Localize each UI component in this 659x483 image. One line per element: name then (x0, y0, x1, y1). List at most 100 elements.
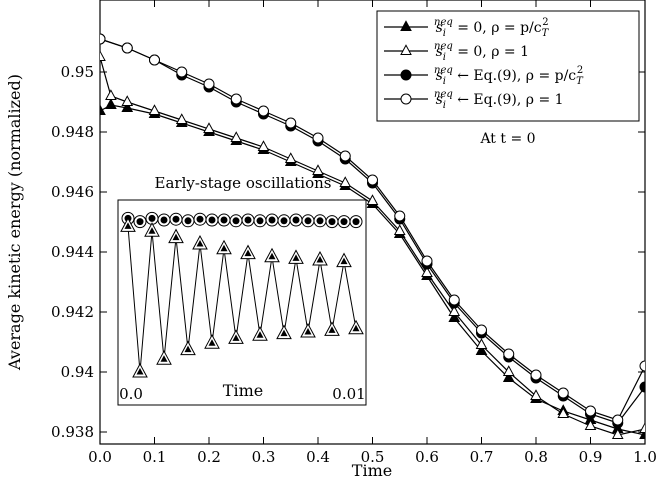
data-point (121, 42, 133, 54)
x-tick-label: 0.5 (361, 448, 385, 466)
data-point (366, 194, 379, 205)
series-1 (100, 50, 645, 439)
data-point (284, 152, 297, 163)
data-point (285, 117, 297, 129)
inset-title: Early-stage oscillations (155, 174, 332, 192)
data-point (175, 113, 188, 124)
data-point (149, 54, 160, 66)
inset-layer (120, 211, 364, 378)
y-tick-label: 0.95 (61, 63, 94, 81)
legend-box (376, 10, 640, 122)
data-point (339, 150, 351, 162)
data-point (257, 140, 270, 151)
inset-point-inner (208, 339, 216, 346)
y-axis-ticks: 0.938 0.94 0.942 0.944 0.946 0.948 0.95 (51, 63, 645, 441)
x-tick-label: 0.9 (579, 448, 603, 466)
y-tick-label: 0.938 (51, 423, 94, 441)
x-tick-label: 0.6 (415, 448, 439, 466)
inset-line (127, 226, 357, 373)
inset-point-inner (184, 345, 192, 353)
inset-point-inner (352, 324, 360, 332)
legend-marker (400, 69, 412, 81)
inset-point-inner (136, 218, 144, 226)
data-point (557, 407, 570, 418)
inset-point-inner (328, 218, 336, 226)
inset-point-inner (256, 217, 264, 225)
data-point (105, 89, 117, 100)
inset-x-tick-start: 0.0 (119, 385, 143, 403)
data-point (639, 360, 645, 372)
x-tick-label: 0.1 (143, 448, 167, 466)
inset-point-inner (316, 217, 324, 225)
data-point (176, 66, 188, 78)
legend-marker (400, 20, 412, 31)
data-point (394, 210, 406, 222)
data-point (421, 255, 433, 267)
inset-frame (117, 199, 367, 406)
inset-point-inner (220, 216, 228, 224)
legend-label: sineq ← Eq.(9), ρ = p/cT2 (434, 65, 584, 87)
inset-x-axis-title: Time (223, 381, 263, 400)
legend-label: sineq = 0, ρ = p/cT2 (434, 17, 550, 39)
inset-point-inner (316, 256, 324, 263)
inset-point-inner (340, 218, 348, 226)
inset-point-inner (268, 216, 276, 224)
inset-series-0 (121, 211, 363, 229)
data-point (502, 365, 515, 376)
data-point (367, 174, 378, 186)
series-3 (100, 33, 645, 426)
inset-point-inner (196, 240, 204, 247)
data-point (611, 428, 624, 439)
data-point (475, 338, 488, 349)
data-point (421, 266, 433, 277)
data-point (203, 122, 215, 133)
inset-point-inner (304, 217, 312, 225)
y-tick-label: 0.944 (51, 243, 94, 261)
data-point (339, 176, 352, 187)
data-point (148, 104, 161, 115)
inset-point-inner (232, 334, 240, 341)
inset-point-inner (280, 329, 288, 337)
data-point (475, 344, 488, 355)
inset-point-inner (148, 227, 156, 234)
legend-label: sineq = 0, ρ = 1 (434, 41, 529, 63)
x-tick-label: 0.2 (197, 448, 221, 466)
inset-point-inner (124, 222, 132, 229)
data-point (530, 369, 542, 381)
data-point (612, 414, 624, 426)
inset-point-inner (220, 244, 228, 252)
legend-note: At t = 0 (479, 131, 535, 147)
y-tick-label: 0.942 (51, 303, 94, 321)
y-axis-title: Average kinetic energy (normalized) (5, 74, 24, 371)
data-point (502, 371, 515, 382)
data-point (503, 348, 515, 360)
data-point (100, 33, 106, 45)
inset-point-inner (160, 355, 168, 362)
inset-series-1 (120, 217, 364, 378)
inset-point-inner (256, 331, 264, 338)
data-point (105, 98, 117, 109)
inset-point-inner (172, 215, 180, 223)
data-point (258, 105, 269, 117)
inset-point-inner (184, 217, 192, 225)
x-axis-title: Time (352, 461, 392, 480)
legend-marker (400, 44, 412, 55)
inset-point-inner (160, 216, 168, 224)
data-point (585, 405, 596, 417)
legend-label: sineq ← Eq.(9), ρ = 1 (434, 89, 564, 111)
inset-point-inner (244, 216, 252, 224)
x-tick-label: 0.8 (524, 448, 548, 466)
data-point (530, 389, 542, 400)
data-point (448, 305, 461, 316)
inset-point-inner (304, 328, 312, 335)
legend-marker (400, 93, 412, 105)
data-point (203, 78, 215, 90)
series-layer (100, 33, 645, 439)
inset-point-inner (292, 216, 300, 224)
data-point (230, 93, 242, 105)
data-point (448, 294, 460, 306)
data-point (121, 95, 134, 106)
x-tick-label: 0.4 (306, 448, 330, 466)
